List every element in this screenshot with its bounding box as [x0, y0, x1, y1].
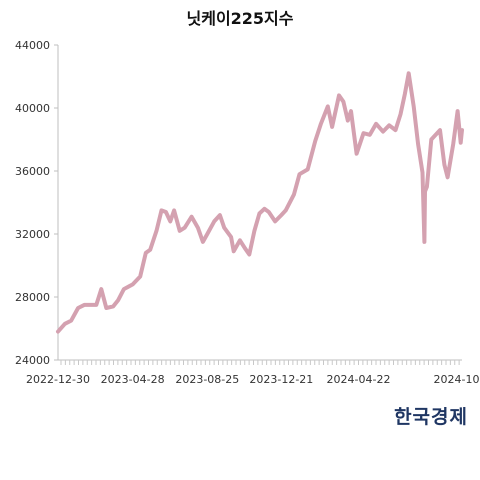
x-tick-label: 2023-08-25	[175, 373, 239, 386]
x-tick-label: 2024-04-22	[327, 373, 391, 386]
x-axis: 2022-12-30 2023-04-28 2023-08-25 2023-12-21…	[26, 373, 480, 386]
y-tick-label: 24000	[15, 354, 50, 367]
plot-area	[56, 71, 464, 334]
x-axis-minor-ticks	[60, 360, 460, 365]
brand-logo-text: 한국경제	[394, 406, 468, 428]
y-axis: 24000 28000 32000 36000 40000 44000	[15, 39, 58, 367]
x-tick-label: 2023-04-28	[101, 373, 165, 386]
y-tick-label: 36000	[15, 165, 50, 178]
y-tick-label: 32000	[15, 228, 50, 241]
x-tick-label: 2023-12-21	[249, 373, 313, 386]
y-tick-label: 44000	[15, 39, 50, 52]
series-line	[56, 71, 464, 334]
x-tick-label: 2024-10-0	[434, 373, 480, 386]
chart-title: 닛케이225지수	[187, 9, 294, 28]
x-tick-label: 2022-12-30	[26, 373, 90, 386]
y-tick-label: 40000	[15, 102, 50, 115]
y-tick-label: 28000	[15, 291, 50, 304]
